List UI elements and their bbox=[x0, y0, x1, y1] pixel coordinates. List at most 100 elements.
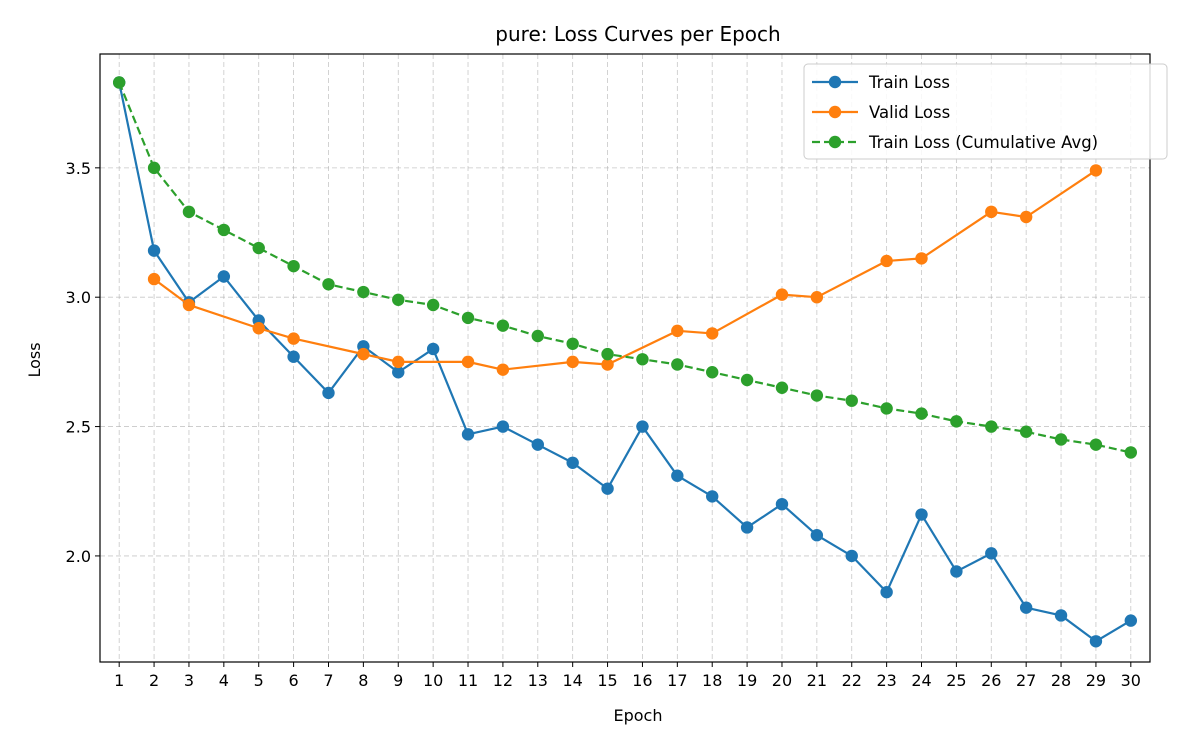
y-axis-title: Loss bbox=[25, 342, 44, 377]
train-loss-point bbox=[531, 438, 544, 451]
x-axis: 1 2 3 4 5 6 7 8 9 10 11 12 13 14 15 16 17 18 19 20 21 22 23 24 2… bbox=[114, 662, 1141, 690]
train-loss-point bbox=[496, 420, 510, 433]
x-tick-label: 1 bbox=[114, 671, 124, 690]
x-tick-label: 23 bbox=[876, 671, 896, 690]
train-loss-cumulative-avg-point bbox=[880, 402, 893, 415]
x-tick-label: 8 bbox=[358, 671, 368, 690]
x-tick-label: 2 bbox=[149, 671, 159, 690]
train-loss-point bbox=[1019, 601, 1033, 614]
legend-label-train-loss: Train Loss bbox=[868, 73, 950, 92]
x-tick-label: 30 bbox=[1121, 671, 1141, 690]
valid-loss-point bbox=[775, 288, 789, 301]
train-loss-point bbox=[1054, 609, 1068, 622]
legend-marker-train-loss bbox=[828, 75, 842, 89]
valid-loss-point bbox=[182, 298, 196, 312]
x-tick-label: 11 bbox=[458, 671, 478, 690]
series-layer bbox=[112, 76, 1138, 648]
x-tick-label: 3 bbox=[184, 671, 194, 690]
train-loss-cumulative-avg-point bbox=[1019, 425, 1033, 438]
train-loss-cumulative-avg-point bbox=[147, 161, 161, 175]
train-loss-point bbox=[287, 350, 300, 363]
valid-loss-point bbox=[880, 254, 893, 268]
train-loss-cumulative-avg-point bbox=[1054, 433, 1068, 446]
valid-loss-point bbox=[357, 347, 370, 361]
train-loss-point bbox=[671, 469, 684, 482]
train-loss-cumulative-avg-point bbox=[496, 319, 510, 332]
train-loss-cumulative-avg-point bbox=[426, 298, 440, 312]
train-loss-cumulative-avg-point bbox=[287, 259, 300, 273]
x-tick-label: 21 bbox=[807, 671, 827, 690]
train-loss-cumulative-avg-point bbox=[322, 278, 335, 291]
x-tick-label: 7 bbox=[323, 671, 333, 690]
x-tick-label: 5 bbox=[254, 671, 264, 690]
train-loss-cumulative-avg-point bbox=[706, 366, 719, 379]
x-tick-label: 15 bbox=[597, 671, 617, 690]
y-tick-label: 2.0 bbox=[66, 547, 91, 566]
valid-loss-point bbox=[392, 355, 405, 369]
train-loss-point bbox=[845, 549, 858, 563]
legend-label-valid-loss: Valid Loss bbox=[869, 103, 950, 122]
train-loss-point bbox=[740, 521, 754, 534]
train-loss-point bbox=[880, 585, 893, 599]
train-loss-point bbox=[1124, 614, 1138, 627]
valid-loss-point bbox=[810, 291, 824, 304]
y-tick-label: 2.5 bbox=[66, 418, 91, 437]
train-loss-cumulative-avg-point bbox=[810, 389, 824, 402]
train-loss-point bbox=[601, 482, 614, 495]
valid-loss-point bbox=[147, 272, 161, 286]
y-tick-label: 3.5 bbox=[66, 159, 91, 178]
valid-loss-point bbox=[1019, 210, 1033, 224]
y-tick-label: 3.0 bbox=[66, 288, 91, 307]
train-loss-cumulative-avg-point bbox=[357, 285, 370, 299]
train-loss-cumulative-avg-point bbox=[740, 373, 754, 387]
train-loss-cumulative-avg-point bbox=[950, 415, 963, 428]
x-tick-label: 26 bbox=[981, 671, 1001, 690]
x-tick-label: 9 bbox=[393, 671, 403, 690]
valid-loss-series bbox=[147, 164, 1103, 376]
x-tick-label: 6 bbox=[289, 671, 299, 690]
train-loss-point bbox=[950, 565, 963, 578]
train-loss-cumulative-avg-point bbox=[217, 223, 231, 237]
valid-loss-point bbox=[461, 355, 475, 369]
train-loss-cumulative-avg-point bbox=[461, 311, 475, 325]
train-loss-point bbox=[566, 456, 579, 469]
train-loss-cumulative-avg-point bbox=[985, 420, 998, 433]
x-tick-label: 12 bbox=[493, 671, 513, 690]
valid-loss-point bbox=[496, 363, 510, 376]
valid-loss-point bbox=[1089, 164, 1103, 177]
valid-loss-point bbox=[671, 324, 684, 338]
x-tick-label: 24 bbox=[911, 671, 931, 690]
train-loss-point bbox=[915, 508, 928, 521]
valid-loss-point bbox=[252, 322, 265, 335]
x-tick-label: 20 bbox=[772, 671, 792, 690]
x-tick-label: 13 bbox=[528, 671, 548, 690]
train-loss-point bbox=[985, 547, 998, 560]
x-tick-label: 19 bbox=[737, 671, 757, 690]
train-loss-point bbox=[147, 244, 161, 257]
train-loss-point bbox=[636, 420, 649, 433]
valid-loss-point bbox=[287, 332, 300, 345]
x-tick-label: 16 bbox=[632, 671, 652, 690]
train-loss-cumulative-avg-point bbox=[636, 353, 649, 366]
train-loss-cumulative-avg-point bbox=[531, 329, 544, 343]
train-loss-point bbox=[810, 529, 824, 542]
train-loss-cumulative-avg-point bbox=[1089, 438, 1103, 451]
train-loss-cumulative-avg-point bbox=[845, 394, 858, 407]
x-tick-label: 17 bbox=[667, 671, 687, 690]
valid-loss-point bbox=[915, 252, 928, 265]
train-loss-point bbox=[461, 428, 475, 441]
train-loss-cumulative-avg-point bbox=[601, 347, 614, 361]
x-tick-label: 10 bbox=[423, 671, 443, 690]
train-loss-cumulative-avg-point bbox=[775, 381, 789, 394]
train-loss-point bbox=[706, 490, 719, 503]
x-tick-label: 22 bbox=[842, 671, 862, 690]
train-loss-cumulative-avg-point bbox=[182, 205, 196, 219]
train-loss-line bbox=[118, 82, 1132, 643]
valid-loss-point bbox=[566, 355, 579, 369]
train-loss-point bbox=[775, 497, 789, 511]
chart-title: pure: Loss Curves per Epoch bbox=[495, 22, 780, 46]
valid-loss-point bbox=[601, 358, 614, 371]
legend: Train Loss Valid Loss Train Loss (Cumulati… bbox=[803, 63, 1168, 160]
x-tick-label: 4 bbox=[219, 671, 229, 690]
